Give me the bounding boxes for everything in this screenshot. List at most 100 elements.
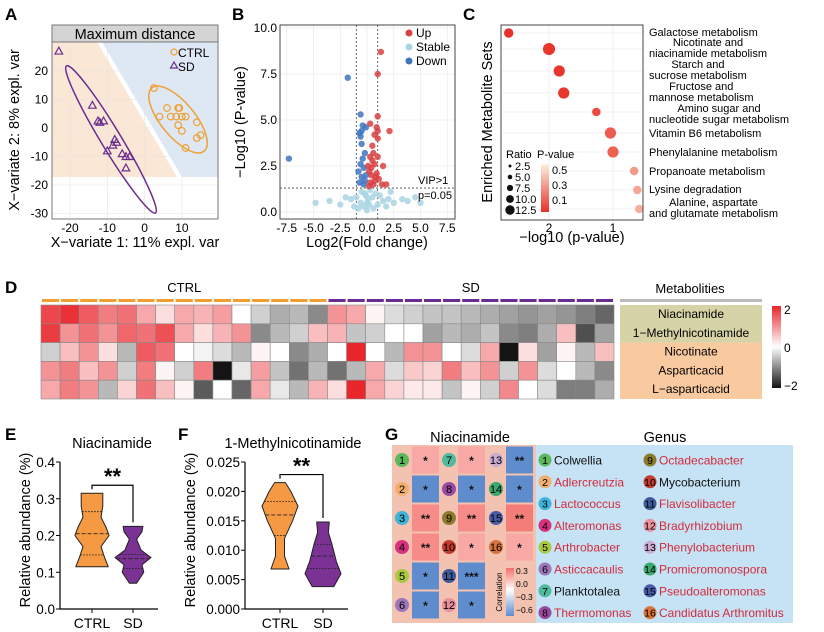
pca-x-label: X−variate 1: 11% expl. var xyxy=(51,235,220,251)
sd-point xyxy=(98,115,109,125)
pathway-label: and glutamate metabolism xyxy=(649,208,778,220)
heatmap-cell xyxy=(193,379,214,400)
panel-g: *1*2**3**4*5*6*7*8**9*10***11*12**13*14*… xyxy=(392,430,793,623)
ratio-legend-label: 7.5 xyxy=(515,183,530,195)
violin-ctrl xyxy=(74,492,110,568)
heatmap-cell xyxy=(78,379,99,400)
heatmap-cell xyxy=(59,342,80,362)
genus-legend-name: Thermomonas xyxy=(554,606,631,620)
group-label-sd: SD xyxy=(462,280,480,295)
group-bar xyxy=(137,299,155,302)
heatmap-cell xyxy=(212,379,233,400)
heatmap-cell xyxy=(556,361,577,381)
heatmap-cell xyxy=(594,379,615,400)
ctrl-point xyxy=(174,121,183,130)
correlation-colorbar xyxy=(506,568,514,616)
group-bar xyxy=(385,299,403,302)
x-tick-label: -10 xyxy=(99,221,117,235)
sd-point xyxy=(111,137,122,146)
heatmap-cell xyxy=(231,342,252,362)
heatmap-cell xyxy=(250,323,271,343)
y-tick-label: -20 xyxy=(31,178,49,192)
genus-number-badge xyxy=(395,453,409,467)
enrichment-y-label: Enriched Metabolite Sets xyxy=(480,41,496,202)
genus-number: 9 xyxy=(446,513,452,525)
heatmap-cell xyxy=(193,323,214,343)
genus-number: 13 xyxy=(490,455,502,467)
pathway-point xyxy=(604,127,617,139)
heatmap-cell xyxy=(40,323,61,343)
genus-legend-badge xyxy=(643,497,657,511)
heatmap-cell xyxy=(346,342,367,362)
heatmap-cell xyxy=(403,342,424,362)
panel-label-f: F xyxy=(178,425,188,444)
sd-point xyxy=(124,151,135,161)
heatmap-cell xyxy=(59,323,80,343)
violin-ctrl xyxy=(261,482,299,570)
heatmap-cell xyxy=(499,323,519,343)
legend-stable-icon xyxy=(405,43,413,51)
heatmap-cell xyxy=(98,323,118,343)
heatmap-cell xyxy=(40,361,61,381)
group-label-ctrl: CTRL xyxy=(167,280,201,295)
ctrl-confidence-ellipse xyxy=(148,85,208,154)
heatmap-cell xyxy=(269,361,290,381)
stable-point xyxy=(387,188,394,195)
group-bar xyxy=(290,299,308,302)
genus-legend-badge xyxy=(538,518,552,532)
panel-label-g: G xyxy=(385,425,398,444)
genus-number-badge xyxy=(395,569,409,583)
violin-sd xyxy=(114,525,152,584)
heatmap-cell xyxy=(460,379,481,400)
stable-point xyxy=(411,194,419,201)
heatmap-cell xyxy=(288,379,309,400)
y-tick-label: 5.0 xyxy=(260,113,277,127)
panel-label-e: E xyxy=(5,425,16,444)
correlation-cell xyxy=(458,533,485,561)
x-tick-label: CTRL xyxy=(74,615,111,631)
genus-number: 4 xyxy=(399,542,405,554)
genus-legend-name: Mycobacterium xyxy=(659,475,740,489)
ctrl-point xyxy=(177,126,186,135)
stable-point xyxy=(326,197,333,205)
y-tick-label: 0.2 xyxy=(36,529,55,544)
pathway-label: Vitamin B6 metabolism xyxy=(649,128,761,140)
genus-number: 5 xyxy=(399,571,405,583)
metabolite-label: Nicotinate xyxy=(664,345,718,359)
heatmap-cell xyxy=(556,342,577,362)
heatmap-cell xyxy=(384,304,405,325)
violin-f-title: 1-Methylnicotinamide xyxy=(224,436,361,452)
genus-number: 16 xyxy=(490,542,502,554)
group-bar xyxy=(328,299,346,302)
x-tick-label: 2 xyxy=(546,221,553,235)
heatmap-cell xyxy=(575,323,596,343)
genus-legend-name: Arthrobacter xyxy=(554,541,620,555)
group-bar xyxy=(538,299,556,302)
x-tick-label: 7.5 xyxy=(439,221,456,235)
heatmap-cell xyxy=(136,304,156,325)
heatmap-cell xyxy=(365,323,386,343)
correlation-cell xyxy=(506,475,533,503)
y-tick-label: 0.000 xyxy=(206,602,240,617)
group-bar xyxy=(194,299,212,302)
genus-legend-badge xyxy=(643,584,657,598)
x-tick-label: SD xyxy=(123,615,142,631)
genus-legend-number: 2 xyxy=(542,477,548,489)
genus-title: Genus xyxy=(644,430,687,446)
heatmap-cell xyxy=(403,361,424,381)
stable-point xyxy=(404,197,411,205)
y-tick-label: 0.015 xyxy=(206,514,240,529)
genus-legend-badge xyxy=(538,497,552,511)
significance-bracket xyxy=(91,484,134,523)
group-bar xyxy=(309,299,327,302)
genus-legend-number: 14 xyxy=(644,564,656,576)
legend-stable-label: Stable xyxy=(416,40,450,54)
genus-legend-name: Alteromonas xyxy=(554,519,621,533)
genus-legend-number: 10 xyxy=(644,477,656,489)
stable-point xyxy=(353,194,360,201)
heatmap-cell xyxy=(479,361,500,381)
heatmap-cell xyxy=(365,379,386,400)
genus-legend-badge xyxy=(643,518,657,532)
sd-region xyxy=(52,42,177,177)
